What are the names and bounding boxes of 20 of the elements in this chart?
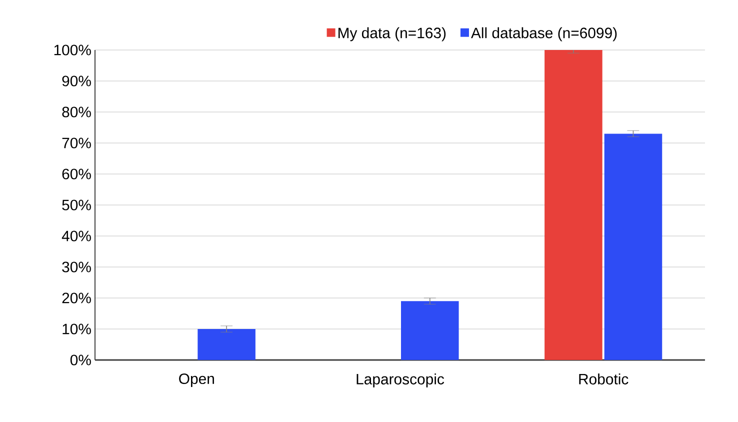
y-tick-label: 100%: [54, 44, 91, 56]
bar: [401, 301, 459, 360]
y-tick-label: 80%: [62, 106, 91, 118]
y-tick-label: 40%: [62, 230, 91, 242]
y-tick-label: 30%: [62, 262, 91, 272]
y-tick-label: 0%: [70, 354, 91, 366]
legend-label: All database (n=6099): [471, 27, 617, 42]
bar: [604, 134, 662, 360]
bar: [198, 329, 256, 360]
x-tick-label: Robotic: [579, 373, 628, 384]
y-tick-label: 60%: [62, 168, 91, 180]
y-tick-label: 50%: [62, 200, 91, 210]
y-tick-label: 20%: [62, 292, 91, 304]
x-tick-label: Open: [179, 373, 214, 388]
y-tick-label: 90%: [62, 76, 91, 86]
legend-label: My data (n=163): [338, 27, 446, 42]
bar: [544, 50, 602, 360]
y-tick-label: 10%: [62, 324, 91, 334]
y-tick-label: 70%: [62, 138, 91, 148]
x-tick-label: Laparoscopic: [356, 373, 444, 388]
